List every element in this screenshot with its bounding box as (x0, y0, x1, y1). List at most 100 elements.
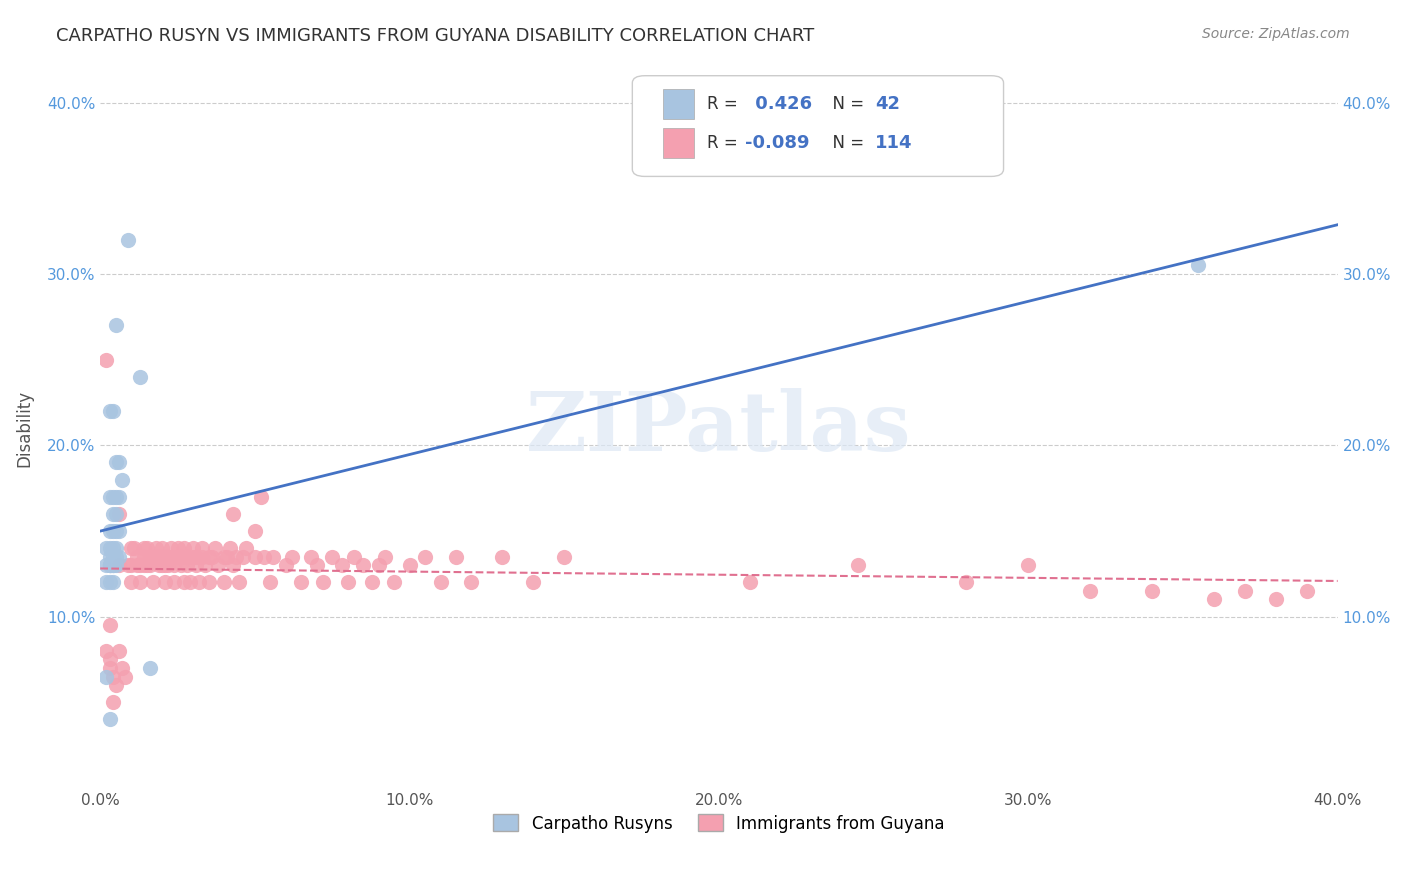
Point (101, 404, 124, 418)
Text: Source: ZipAtlas.com: Source: ZipAtlas.com (1202, 27, 1350, 41)
Point (846, 558, 869, 573)
Point (98, 404, 121, 418)
Point (173, 541, 195, 555)
Point (150, 541, 173, 555)
Point (108, 644, 131, 658)
Point (191, 549, 214, 564)
Point (96, 644, 118, 658)
Point (197, 549, 219, 564)
Point (186, 558, 208, 573)
Point (207, 558, 229, 573)
Point (98, 652, 121, 666)
Point (155, 575, 177, 590)
Point (259, 575, 281, 590)
Point (98, 541, 121, 555)
Point (176, 549, 198, 564)
Point (98, 524, 121, 538)
Point (108, 455, 131, 469)
Point (101, 490, 124, 504)
Point (139, 549, 162, 564)
Point (204, 541, 226, 555)
Point (98, 558, 121, 573)
Point (124, 541, 146, 555)
Point (166, 541, 188, 555)
Point (330, 558, 353, 573)
Point (98, 558, 121, 573)
Point (160, 541, 183, 555)
Point (217, 549, 239, 564)
Point (305, 558, 328, 573)
Point (155, 558, 177, 573)
Point (243, 524, 266, 538)
Point (460, 575, 482, 590)
Point (108, 524, 131, 538)
Point (219, 541, 242, 555)
Point (197, 575, 219, 590)
Point (96, 541, 118, 555)
Point (225, 549, 247, 564)
Point (98, 618, 121, 632)
Text: CARPATHO RUSYN VS IMMIGRANTS FROM GUYANA DISABILITY CORRELATION CHART: CARPATHO RUSYN VS IMMIGRANTS FROM GUYANA… (56, 27, 814, 45)
Point (129, 369, 152, 384)
Point (101, 695, 124, 709)
Point (98, 490, 121, 504)
Point (101, 558, 124, 573)
Text: -0.089: -0.089 (745, 135, 810, 153)
Point (343, 549, 366, 564)
Point (96, 558, 118, 573)
Point (101, 524, 124, 538)
Point (281, 549, 304, 564)
Point (104, 507, 127, 521)
Point (212, 575, 235, 590)
Point (104, 558, 127, 573)
Point (336, 575, 359, 590)
Point (98, 575, 121, 590)
Point (352, 558, 374, 573)
Point (150, 549, 173, 564)
Point (738, 575, 761, 590)
Point (444, 549, 467, 564)
Bar (664, 128, 695, 159)
Point (429, 575, 451, 590)
Point (201, 549, 224, 564)
Text: R =: R = (707, 95, 742, 112)
Point (104, 678, 127, 692)
Text: N =: N = (821, 135, 869, 153)
Point (108, 558, 131, 573)
Point (148, 558, 170, 573)
Point (135, 541, 157, 555)
Point (117, 558, 139, 573)
Point (173, 575, 195, 590)
Point (166, 549, 188, 564)
Point (132, 541, 155, 555)
Point (132, 558, 155, 573)
Point (96, 575, 118, 590)
Point (145, 541, 167, 555)
Point (170, 558, 193, 573)
Point (1017, 558, 1039, 573)
Point (1295, 583, 1317, 598)
Point (553, 549, 575, 564)
Point (157, 558, 180, 573)
Point (179, 575, 201, 590)
Point (104, 524, 127, 538)
Point (127, 558, 149, 573)
Point (232, 549, 254, 564)
Point (163, 558, 186, 573)
Point (98, 712, 121, 726)
Point (101, 558, 124, 573)
Point (157, 549, 180, 564)
Point (491, 549, 513, 564)
Point (1264, 592, 1286, 607)
Point (108, 507, 131, 521)
Point (361, 575, 384, 590)
Point (98, 558, 121, 573)
Point (96, 352, 118, 367)
Point (243, 549, 266, 564)
Point (170, 549, 193, 564)
Point (263, 549, 285, 564)
Point (139, 661, 162, 675)
Point (955, 575, 977, 590)
Point (1202, 592, 1225, 607)
Point (181, 541, 204, 555)
